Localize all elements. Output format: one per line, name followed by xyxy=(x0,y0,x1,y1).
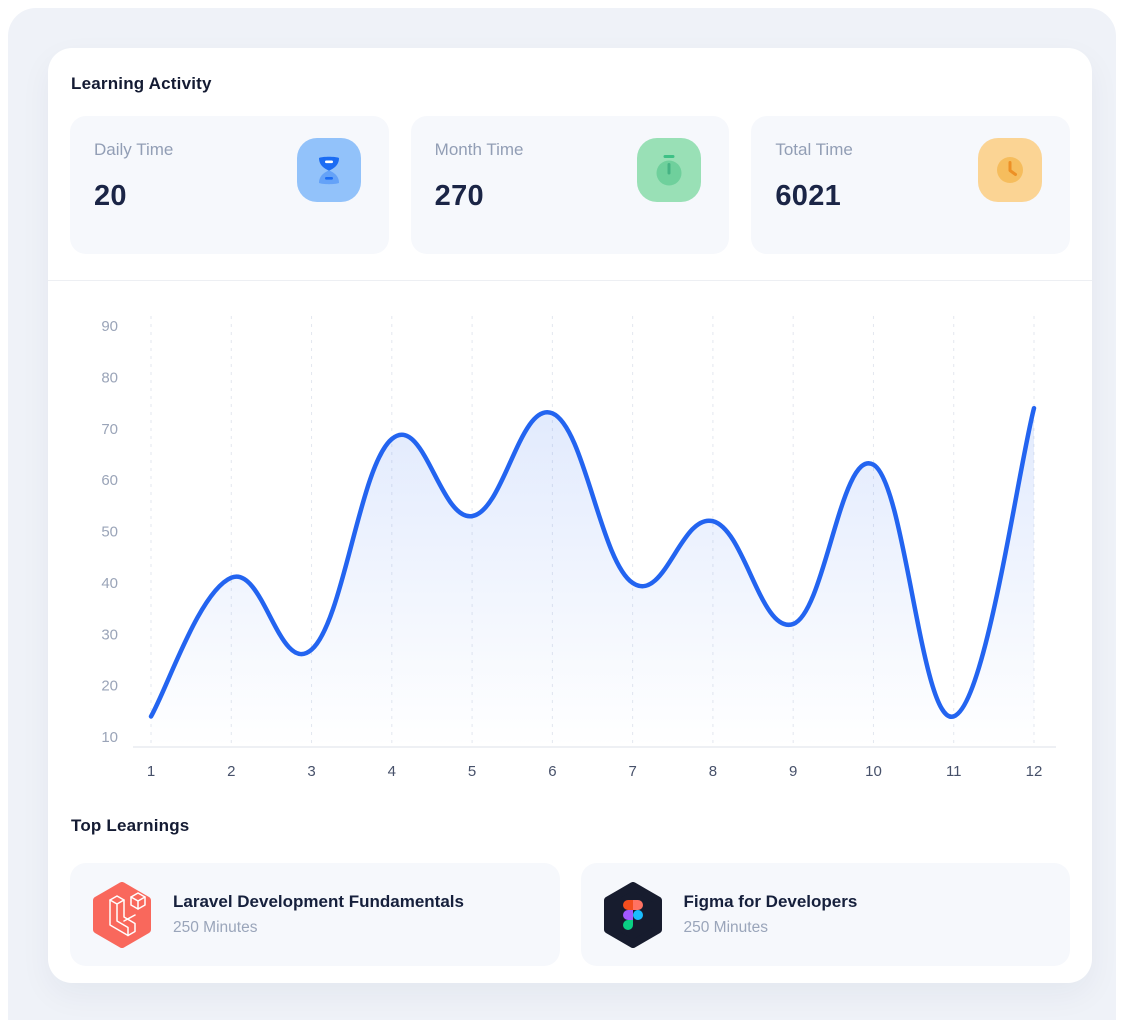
svg-text:4: 4 xyxy=(388,763,396,780)
stat-value: 6021 xyxy=(775,180,842,212)
svg-text:90: 90 xyxy=(101,318,118,335)
stat-label: Daily Time xyxy=(94,140,174,159)
stopwatch-icon xyxy=(637,138,702,202)
section-divider xyxy=(48,280,1092,281)
svg-text:6: 6 xyxy=(548,763,556,780)
svg-text:10: 10 xyxy=(101,729,118,746)
svg-text:60: 60 xyxy=(101,472,118,489)
learning-item-title: Figma for Developers xyxy=(683,892,858,911)
learning-activity-panel: Learning Activity Daily Time 20 Month Ti… xyxy=(48,48,1092,983)
learning-activity-chart: 1 2 3 4 5 6 7 8 9 10 11 12 10 20 30 40 50 60 70 80 90 xyxy=(48,288,1092,788)
stat-label: Total Time xyxy=(775,140,853,159)
stats-row: Daily Time 20 Month Time 270 xyxy=(70,116,1071,254)
svg-text:11: 11 xyxy=(946,763,962,780)
page-title: Learning Activity xyxy=(71,74,212,93)
hourglass-icon xyxy=(296,138,361,202)
svg-text:1: 1 xyxy=(147,763,155,780)
svg-text:80: 80 xyxy=(101,369,118,386)
learning-item-title: Laravel Development Fundamentals xyxy=(173,892,464,911)
svg-text:70: 70 xyxy=(101,421,118,438)
learning-item-figma[interactable]: Figma for Developers 250 Minutes xyxy=(580,863,1070,966)
stat-value: 270 xyxy=(434,180,484,212)
top-learnings-title: Top Learnings xyxy=(71,816,190,835)
svg-text:2: 2 xyxy=(227,763,235,780)
stat-value: 20 xyxy=(94,180,127,212)
learning-item-laravel[interactable]: Laravel Development Fundamentals 250 Min… xyxy=(70,863,560,966)
svg-text:12: 12 xyxy=(1026,763,1043,780)
svg-text:7: 7 xyxy=(628,763,636,780)
svg-text:5: 5 xyxy=(468,763,476,780)
clock-icon xyxy=(978,138,1043,202)
svg-text:30: 30 xyxy=(101,626,118,643)
stat-card-month-time: Month Time 270 xyxy=(410,116,730,254)
svg-text:3: 3 xyxy=(307,763,315,780)
svg-text:50: 50 xyxy=(101,524,118,541)
stat-label: Month Time xyxy=(434,140,524,159)
svg-text:10: 10 xyxy=(865,763,882,780)
learning-item-duration: 250 Minutes xyxy=(173,919,258,936)
stat-card-total-time: Total Time 6021 xyxy=(751,116,1071,254)
svg-text:8: 8 xyxy=(709,763,717,780)
svg-text:20: 20 xyxy=(101,678,118,695)
page-background: Learning Activity Daily Time 20 Month Ti… xyxy=(8,8,1116,1020)
svg-text:9: 9 xyxy=(789,763,797,780)
top-learnings-row: Laravel Development Fundamentals 250 Min… xyxy=(70,863,1070,966)
svg-text:40: 40 xyxy=(101,575,118,592)
laravel-icon xyxy=(93,881,151,948)
stat-card-daily-time: Daily Time 20 xyxy=(70,116,389,254)
figma-icon xyxy=(603,881,662,948)
learning-item-duration: 250 Minutes xyxy=(683,919,768,936)
